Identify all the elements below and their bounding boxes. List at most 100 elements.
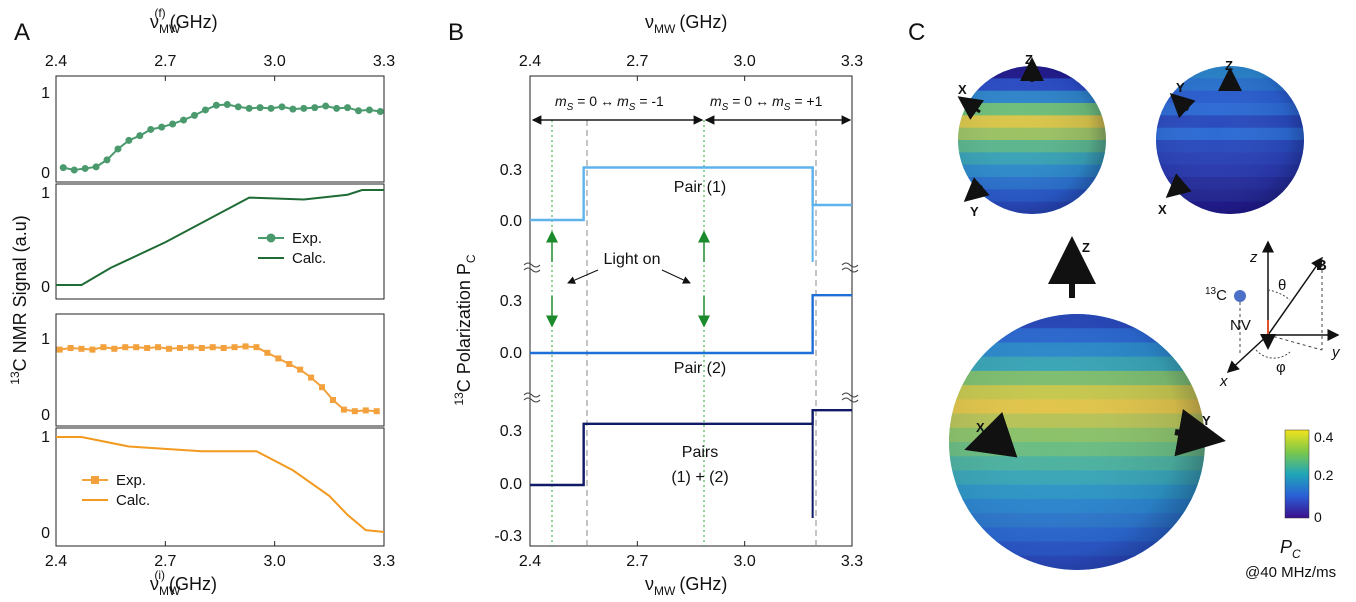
panel-a-letter: A (14, 19, 30, 46)
data-point (180, 116, 188, 124)
data-point (100, 344, 107, 351)
panel-a-frame-3 (55, 313, 385, 427)
data-point (308, 374, 315, 381)
data-point (234, 103, 242, 111)
pair1-label: Pair (1) (674, 179, 726, 196)
data-point (144, 345, 151, 351)
data-point (329, 397, 336, 403)
series-line (56, 189, 384, 286)
axis-label-y: Y (970, 204, 979, 219)
panel-a-frame-1 (55, 75, 385, 183)
x-tick-label: 3.0 (734, 553, 756, 570)
data-point (198, 345, 205, 351)
y-tick-label: 0.0 (500, 213, 522, 230)
panel-b-axis-breaks (523, 262, 859, 403)
legend-marker (266, 233, 276, 243)
data-point (136, 132, 144, 140)
data-point (231, 344, 238, 351)
y-tick-label: 0 (41, 279, 50, 296)
panel-a-orange-exp (56, 343, 380, 415)
axis-label-z: Z (1025, 52, 1033, 67)
axis-label-x: X (1158, 202, 1167, 217)
sphere-axes (957, 57, 1242, 458)
data-point (264, 349, 271, 356)
data-point (362, 407, 369, 414)
b-field-label: B (1316, 257, 1327, 274)
panel-a-green-calc (56, 189, 384, 286)
panel-a-legend-top: Exp. Calc. (258, 230, 326, 267)
data-point (376, 108, 384, 115)
data-point (275, 355, 282, 362)
series-line (530, 294, 852, 355)
sphere-axis-labels: Z X Y Z Y X Z X Y (958, 52, 1233, 435)
x-tick-label: 2.7 (154, 553, 176, 570)
sphere-large (949, 314, 1205, 570)
data-point (311, 104, 319, 112)
inset-labels: 13C NV B θ φ x y z (1205, 249, 1341, 390)
axis-label-z: Z (1225, 58, 1233, 73)
legend-exp: Exp. (292, 230, 322, 247)
y-tick-label: 0.3 (500, 423, 522, 440)
panel-c-letter: C (908, 19, 925, 46)
data-point (92, 163, 100, 171)
legend-calc: Calc. (292, 250, 326, 267)
inset-x-label: x (1219, 373, 1228, 390)
x-tick-label: 3.0 (264, 53, 286, 70)
data-point (103, 156, 111, 164)
data-point (333, 104, 341, 112)
panel-a-bottom-ticks: 2.4 2.7 3.0 3.3 (45, 541, 395, 570)
panel-b-frame (529, 75, 853, 547)
panel-b-y-ticks: 0.3 0.0 0.3 0.0 0.3 0.0 -0.3 (494, 162, 522, 545)
nv-label: NV (1230, 317, 1251, 334)
axis-label-x: X (958, 82, 967, 97)
data-point (111, 345, 118, 352)
panel-a-bottom-axis-label: νMW(i) (GHz) (150, 568, 217, 598)
nv-coordinate-inset (1226, 240, 1340, 374)
y-tick-label: 0 (41, 525, 50, 542)
panel-a-top-ticks: 2.4 2.7 3.0 3.3 (45, 53, 395, 81)
data-point (286, 361, 293, 367)
x-tick-label: 3.3 (841, 53, 863, 70)
data-point (344, 104, 352, 112)
panel-a-ylabel: 13C NMR Signal (a.u) (8, 215, 30, 384)
data-point (59, 164, 67, 172)
data-point (114, 145, 122, 153)
x-tick-label: 2.7 (626, 553, 648, 570)
panel-b-bottom-ticks: 2.4 2.7 3.0 3.3 (519, 541, 863, 570)
y-tick-label: 0 (41, 165, 50, 182)
series-line (63, 103, 381, 172)
axis-label-y: Y (1176, 80, 1185, 95)
y-tick-label: 0.3 (500, 162, 522, 179)
pair2-label: Pair (2) (674, 360, 726, 377)
data-point (89, 346, 96, 353)
data-point (300, 104, 308, 112)
colorbar-tick: 0.4 (1314, 429, 1334, 445)
axis-label-y: Y (1202, 413, 1211, 428)
y-tick-label: 1 (41, 185, 50, 202)
light-on-label: Light on (604, 251, 661, 268)
data-point (267, 104, 275, 112)
legend-calc: Calc. (116, 492, 150, 509)
x-tick-label: 2.4 (45, 553, 67, 570)
data-point (319, 384, 326, 391)
x-tick-label: 3.0 (734, 53, 756, 70)
y-tick-label: 0.3 (500, 293, 522, 310)
y-tick-label: 1 (41, 85, 50, 102)
data-point (165, 345, 172, 352)
data-point (187, 344, 194, 351)
y-tick-label: 0.0 (500, 476, 522, 493)
y-tick-label: -0.3 (494, 528, 522, 545)
data-point (147, 125, 155, 133)
series-line (56, 436, 385, 533)
inset-z-label: z (1249, 249, 1258, 266)
light-on-arrows (546, 230, 710, 328)
legend-marker (91, 476, 99, 484)
data-point (242, 343, 249, 350)
data-point (365, 106, 373, 114)
data-point (158, 123, 166, 131)
data-point (67, 345, 74, 351)
colorbar-ticks: 0.4 0.2 0 (1314, 429, 1334, 525)
y-tick-label: 1 (41, 331, 50, 348)
data-point (220, 345, 227, 351)
